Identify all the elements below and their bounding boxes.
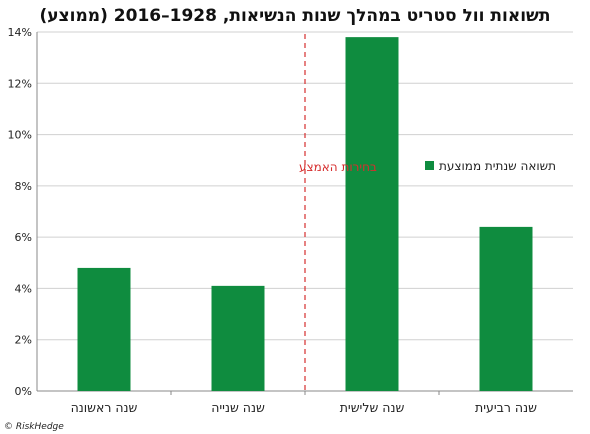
y-tick-label: 2% bbox=[15, 334, 32, 347]
midterm-annotation: בחירות האמצע bbox=[299, 160, 377, 174]
category-label: שנה רביעית bbox=[475, 400, 537, 415]
category-label: שנה ראשונה bbox=[71, 400, 138, 415]
y-tick-label: 0% bbox=[15, 385, 32, 398]
bar bbox=[479, 226, 533, 391]
category-label: שנה שלישית bbox=[340, 400, 405, 415]
y-tick-label: 12% bbox=[8, 77, 32, 90]
bar bbox=[77, 267, 131, 391]
y-tick-label: 6% bbox=[15, 231, 32, 244]
credit-text: © RiskHedge bbox=[4, 422, 64, 432]
bar bbox=[211, 285, 265, 391]
chart-title: תשואות וול סטריט במהלך שנות הנשיאות, 192… bbox=[39, 6, 551, 26]
y-tick-label: 8% bbox=[15, 180, 32, 193]
y-tick-label: 10% bbox=[8, 129, 32, 142]
category-label: שנה שנייה bbox=[211, 400, 265, 415]
bar bbox=[345, 37, 399, 391]
y-tick-label: 4% bbox=[15, 282, 32, 295]
legend-label: תשואה שנתית ממוצעת bbox=[439, 159, 556, 173]
legend-swatch bbox=[425, 161, 434, 170]
y-tick-label: 14% bbox=[8, 26, 32, 39]
